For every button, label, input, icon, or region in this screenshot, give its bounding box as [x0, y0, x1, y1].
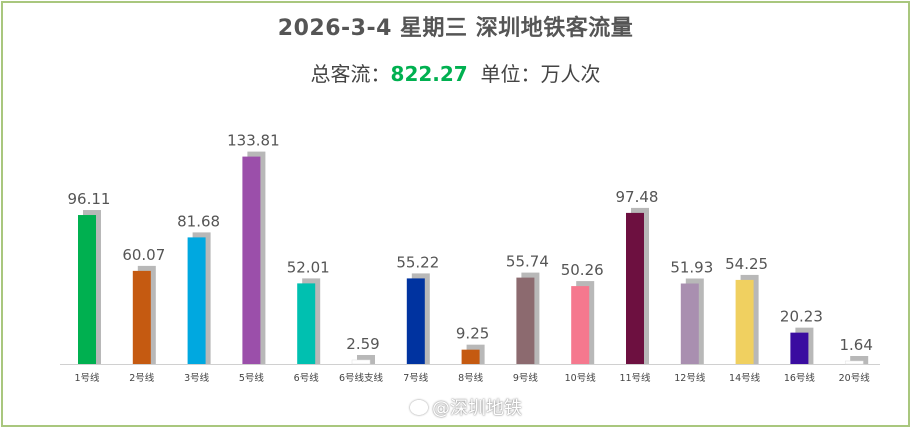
data-label: 133.81 [227, 132, 280, 150]
data-label: 55.22 [396, 253, 439, 271]
bar [516, 277, 535, 364]
bar [132, 270, 151, 364]
data-label: 50.26 [561, 261, 604, 279]
bar [626, 212, 644, 364]
bar [735, 279, 754, 364]
category-label: 6号线支线 [339, 372, 384, 384]
category-label: 1号线 [74, 372, 100, 384]
data-label: 54.25 [725, 255, 768, 273]
category-label: 20号线 [839, 372, 871, 384]
category-label: 9号线 [513, 372, 539, 384]
bar-shadow [357, 354, 375, 364]
category-label: 11号线 [619, 372, 651, 384]
data-label: 81.68 [177, 212, 220, 230]
category-label: 14号线 [729, 372, 761, 384]
data-label: 60.07 [122, 246, 165, 264]
watermark: @深圳地铁 [410, 394, 522, 420]
chart-subtitle: 总客流：822.27 单位：万人次 [0, 58, 911, 87]
data-label: 52.01 [287, 258, 330, 276]
chart-title: 2026-3-4 星期三 深圳地铁客流量 [277, 16, 634, 41]
data-label: 51.93 [670, 259, 713, 277]
category-label: 10号线 [565, 372, 597, 384]
bar [78, 215, 96, 364]
data-label: 2.59 [346, 335, 379, 353]
bar [187, 237, 206, 364]
total-value: 822.27 [390, 62, 468, 86]
category-label: 3号线 [184, 372, 210, 384]
category-label: 16号线 [784, 372, 816, 384]
bar [242, 156, 261, 364]
data-label: 1.64 [839, 336, 872, 354]
category-label: 2号线 [129, 372, 155, 384]
total-label: 总客流： [310, 62, 391, 86]
data-label: 55.74 [506, 253, 549, 271]
category-label: 12号线 [674, 372, 706, 384]
bar [790, 332, 809, 364]
bar [461, 349, 480, 364]
data-label: 20.23 [780, 308, 823, 326]
weibo-icon [410, 400, 428, 415]
unit-label: 单位：万人次 [480, 62, 601, 86]
category-label: 5号线 [239, 372, 265, 384]
bar [844, 360, 864, 365]
bar [571, 286, 590, 364]
watermark-text: @深圳地铁 [432, 398, 522, 419]
data-label: 97.48 [616, 188, 659, 206]
bar [297, 283, 316, 364]
bar-shadow [850, 356, 869, 364]
category-label: 8号线 [458, 372, 484, 384]
data-label: 9.25 [456, 325, 489, 343]
bar [680, 283, 699, 364]
data-label: 96.11 [68, 190, 111, 208]
bar [406, 278, 425, 364]
category-label: 6号线 [294, 372, 320, 384]
bar [351, 359, 371, 365]
category-label: 7号线 [403, 372, 429, 384]
